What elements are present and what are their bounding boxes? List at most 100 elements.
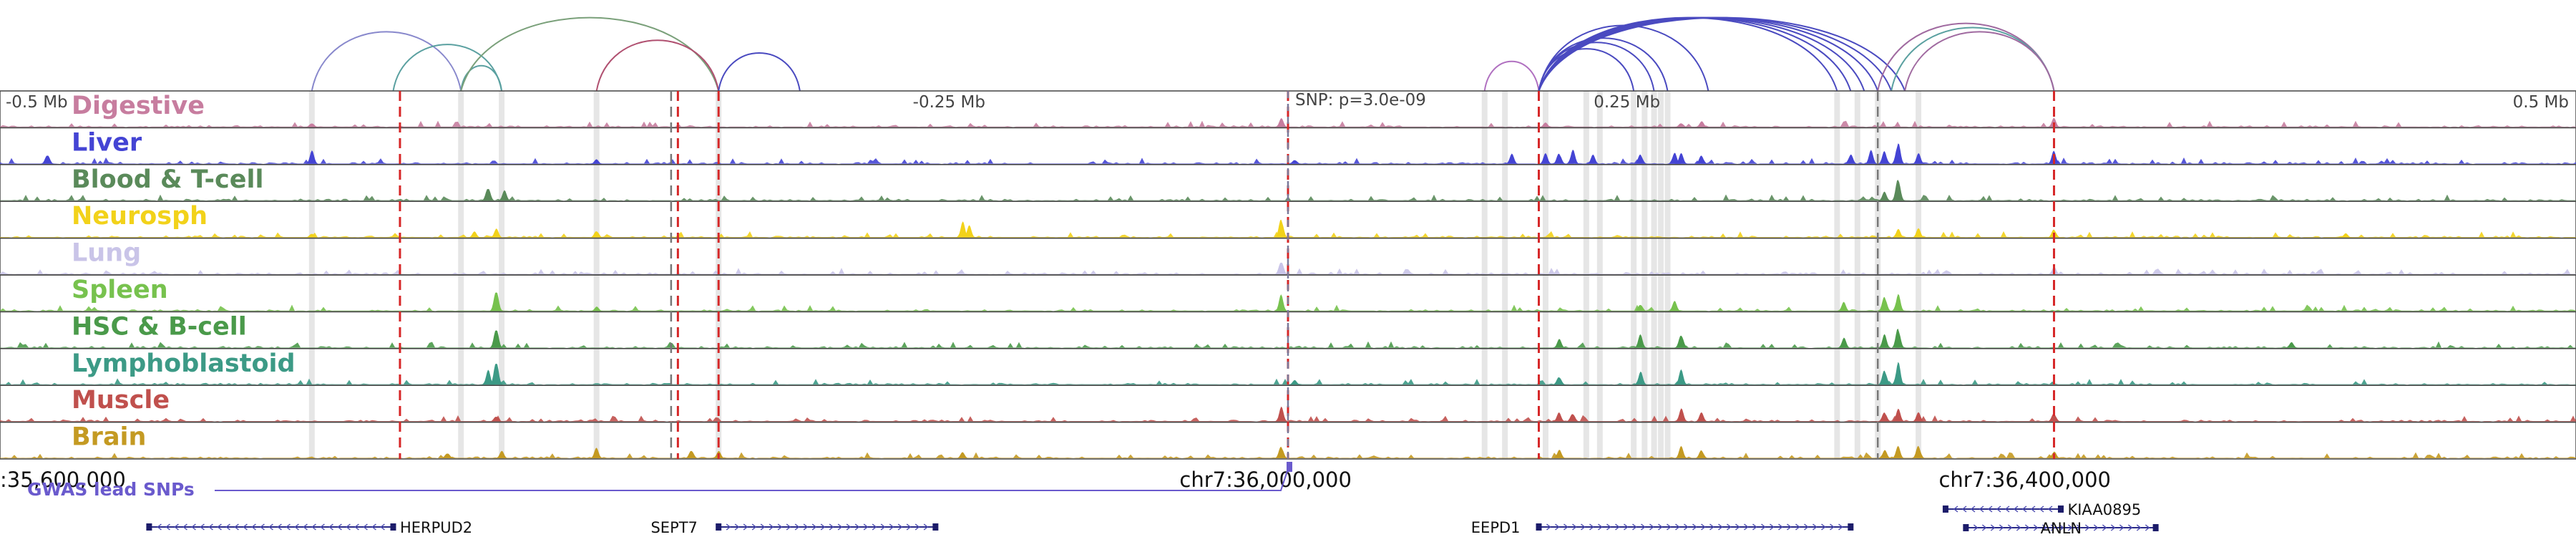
peak-brain-9 <box>1694 450 1708 458</box>
peak-digestive-2 <box>1539 122 1552 127</box>
gene-name-sept7: SEPT7 <box>650 519 697 536</box>
peak-hsc-b-cell-3 <box>1674 335 1688 348</box>
peak-digestive-4 <box>1694 121 1708 127</box>
track-noise-spleen <box>0 304 2576 311</box>
gene-exon-end-eepd1 <box>1848 523 1854 531</box>
gene-exon-end-herpud2 <box>390 523 396 531</box>
peak-spleen-4 <box>1668 301 1681 311</box>
peak-liver-10 <box>1668 153 1681 164</box>
peak-blood-t-cell-2 <box>1878 191 1891 201</box>
gene-exon-start-eepd1 <box>1536 523 1542 531</box>
peak-brain-1 <box>495 450 509 458</box>
peak-lung-0 <box>1274 262 1288 274</box>
gene-exon-end-kiaa0895 <box>2058 505 2064 513</box>
peak-spleen-2 <box>1274 294 1288 311</box>
gwas-track: GWAS lead SNPs <box>27 462 1292 500</box>
peak-muscle-0 <box>489 417 503 422</box>
track-label-liver: Liver <box>72 128 142 157</box>
peak-neurosph-5 <box>962 225 976 238</box>
peak-brain-8 <box>1674 445 1688 458</box>
loop-19 <box>1904 31 2055 92</box>
peak-liver-15 <box>1878 151 1891 164</box>
peak-hsc-b-cell-0 <box>489 330 503 348</box>
peak-lymphoblastoid-3 <box>1552 377 1566 385</box>
peak-digestive-1 <box>1274 117 1288 127</box>
gene-strand-sept7 <box>726 523 929 531</box>
peak-lymphoblastoid-0 <box>489 363 503 385</box>
gene-anln: ANLN <box>1963 520 2159 537</box>
track-label-digestive: Digestive <box>72 92 205 120</box>
gene-name-kiaa0895: KIAA0895 <box>2067 501 2141 518</box>
peak-liver-0 <box>41 155 54 164</box>
peak-brain-3 <box>685 450 698 458</box>
loop-7 <box>1538 48 1635 92</box>
gene-exon-start-sept7 <box>716 523 722 531</box>
peak-spleen-0 <box>489 292 503 311</box>
peak-liver-3 <box>1288 160 1302 164</box>
coordinate-label-0: :35,600,000 <box>0 468 126 492</box>
track-noise-hsc-b-cell <box>0 341 2576 348</box>
peak-lymphoblastoid-4 <box>1634 371 1647 385</box>
peak-neurosph-0 <box>305 233 318 238</box>
gwas-lead-snps-label: GWAS lead SNPs <box>27 479 195 500</box>
gene-name-anln: ANLN <box>2041 520 2082 537</box>
peak-liver-13 <box>1844 154 1858 164</box>
peak-neurosph-4 <box>956 221 970 238</box>
peak-muscle-6 <box>1878 412 1891 422</box>
peak-liver-7 <box>1566 150 1579 164</box>
peak-neurosph-10 <box>2338 233 2352 238</box>
peak-liver-12 <box>1694 155 1708 164</box>
peak-liver-4 <box>1505 153 1518 164</box>
peak-liver-6 <box>1552 153 1566 164</box>
gene-strand-herpud2 <box>157 523 385 531</box>
loop-1 <box>392 44 503 92</box>
coordinate-label-1: chr7:36,000,000 <box>1179 468 1352 492</box>
peak-lymphoblastoid-1 <box>482 369 495 385</box>
gene-name-eepd1: EEPD1 <box>1471 519 1521 536</box>
peak-spleen-7 <box>1891 294 1905 311</box>
peak-liver-17 <box>1912 153 1926 164</box>
peak-digestive-5 <box>2047 117 2061 127</box>
gene-exon-end-sept7 <box>932 523 939 531</box>
loop-4 <box>595 39 720 92</box>
track-label-neurosph: Neurosph <box>72 202 208 231</box>
loop-2 <box>460 64 503 92</box>
scale-tick-0: -0.5 Mb <box>6 93 68 112</box>
scale-tick-3: 0.5 Mb <box>2513 93 2569 112</box>
peak-neurosph-2 <box>468 231 482 238</box>
loop-0 <box>311 31 462 92</box>
scale-tick-1: -0.25 Mb <box>913 93 985 112</box>
track-labels: Digestive Liver Blood & T-cell Neurosph Lung… <box>72 92 296 452</box>
loop-14 <box>1538 16 1879 92</box>
peak-neurosph-6 <box>1274 219 1288 238</box>
peak-neurosph-3 <box>590 231 603 238</box>
coordinate-axis: :35,600,000 chr7:36,000,000 chr7:36,400,00… <box>0 468 2111 492</box>
track-label-muscle: Muscle <box>72 386 170 415</box>
peak-lymphoblastoid-5 <box>1674 369 1688 385</box>
peak-liver-1 <box>305 150 318 164</box>
peak-lymphoblastoid-7 <box>1891 362 1905 385</box>
peak-hsc-b-cell-1 <box>1552 339 1566 348</box>
gene-kiaa0895: KIAA0895 <box>1942 501 2141 518</box>
peak-blood-t-cell-3 <box>1891 180 1905 201</box>
loop-16 <box>1538 16 1906 92</box>
gene-exon-start-anln <box>1963 524 1969 531</box>
loop-6 <box>1483 60 1540 92</box>
track-label-blood-t-cell: Blood & T-cell <box>72 165 263 194</box>
peak-liver-8 <box>1586 154 1600 164</box>
loop-9 <box>1538 37 1669 92</box>
peak-muscle-8 <box>1912 412 1926 422</box>
peak-liver-2 <box>590 159 603 164</box>
peak-muscle-9 <box>2047 413 2061 422</box>
gene-strand-anln <box>1973 524 2150 531</box>
peak-muscle-2 <box>1552 412 1566 422</box>
track-noise-lung <box>0 268 2576 274</box>
gene-strand-kiaa0895 <box>1953 505 2053 513</box>
loop-3 <box>460 16 720 92</box>
peak-lymphoblastoid-2 <box>1288 379 1302 385</box>
peak-digestive-0 <box>305 123 318 127</box>
peak-neurosph-8 <box>1912 228 1926 238</box>
gwas-snp-marker <box>1287 462 1292 472</box>
peak-digestive-3 <box>1674 123 1688 127</box>
peak-brain-2 <box>590 448 603 458</box>
